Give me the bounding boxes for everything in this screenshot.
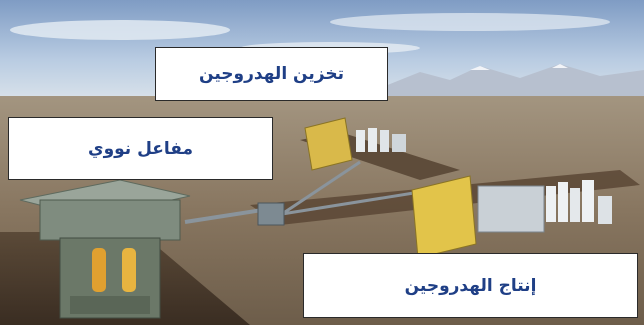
nuclear-reactor-text: مفاعل نووي — [87, 138, 194, 159]
production-tank — [598, 196, 612, 224]
production-tank — [558, 182, 568, 222]
pipe — [184, 208, 263, 224]
storage-panel — [304, 117, 353, 171]
storage-tank — [392, 134, 406, 152]
production-building — [477, 185, 545, 233]
reactor-vessel — [92, 248, 106, 292]
storage-tank — [368, 128, 377, 152]
hydrogen-storage-label: تخزين الهدروجين — [155, 47, 388, 101]
production-tank — [570, 188, 580, 222]
hydrogen-production-label: إنتاج الهدروجين — [303, 253, 638, 318]
nuclear-reactor-label: مفاعل نووي — [8, 117, 273, 180]
storage-tank — [356, 130, 365, 152]
junction-box — [257, 202, 285, 226]
hydrogen-storage-text: تخزين الهدروجين — [199, 64, 344, 84]
mountains — [380, 64, 644, 100]
reactor-interior — [70, 296, 150, 314]
production-tank — [546, 186, 556, 222]
cloud — [10, 20, 230, 40]
reactor-vessel — [122, 248, 136, 292]
storage-tank — [380, 130, 389, 152]
cloud — [330, 13, 610, 31]
hydrogen-production-text: إنتاج الهدروجين — [404, 275, 537, 296]
pipe — [281, 190, 421, 216]
reactor-upper — [39, 199, 181, 241]
production-tank — [582, 180, 594, 222]
mountain-snow — [470, 64, 568, 70]
pipe — [281, 160, 361, 216]
production-panel — [411, 175, 477, 259]
